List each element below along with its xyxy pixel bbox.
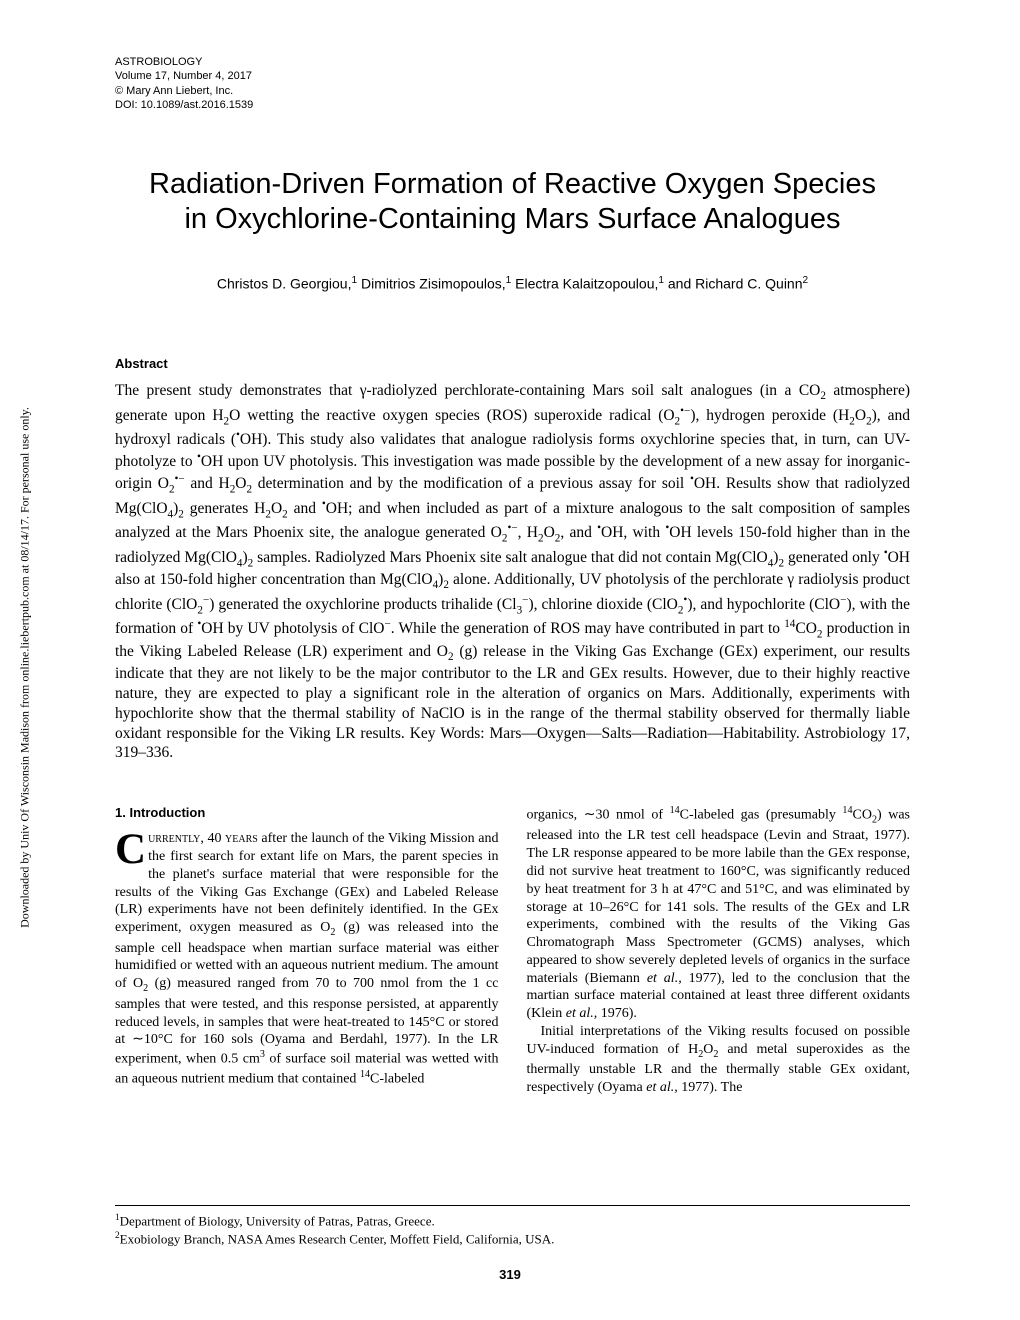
title-line-1: Radiation-Driven Formation of Reactive O… [149,168,876,200]
download-watermark: Downloaded by Univ Of Wisconsin Madison … [18,407,33,928]
author-list: Christos D. Georgiou,1 Dimitrios Zisimop… [115,275,910,292]
right-column: organics, ∼30 nmol of 14C-labeled gas (p… [527,805,911,1097]
page-number: 319 [0,1267,1020,1282]
footnote-1: 1Department of Biology, University of Pa… [115,1212,910,1230]
journal-copyright: © Mary Ann Liebert, Inc. [115,84,910,98]
journal-volume: Volume 17, Number 4, 2017 [115,69,910,83]
intro-para-1: Currently, 40 years after the launch of … [115,830,499,1088]
intro-para-2: Initial interpretations of the Viking re… [527,1023,911,1097]
footnotes: 1Department of Biology, University of Pa… [115,1205,910,1248]
abstract-heading: Abstract [115,356,910,371]
journal-name: ASTROBIOLOGY [115,55,910,69]
journal-doi: DOI: 10.1089/ast.2016.1539 [115,98,910,112]
abstract-text: The present study demonstrates that γ-ra… [115,381,910,763]
intro-para-1-cont: organics, ∼30 nmol of 14C-labeled gas (p… [527,805,911,1023]
title-line-2: in Oxychlorine-Containing Mars Surface A… [184,203,840,235]
body-columns: 1. Introduction Currently, 40 years afte… [115,805,910,1097]
article-title: Radiation-Driven Formation of Reactive O… [115,167,910,237]
footnote-2: 2Exobiology Branch, NASA Ames Research C… [115,1230,910,1248]
journal-header-block: ASTROBIOLOGY Volume 17, Number 4, 2017 ©… [115,55,910,112]
intro-heading: 1. Introduction [115,805,499,820]
left-column: 1. Introduction Currently, 40 years afte… [115,805,499,1097]
